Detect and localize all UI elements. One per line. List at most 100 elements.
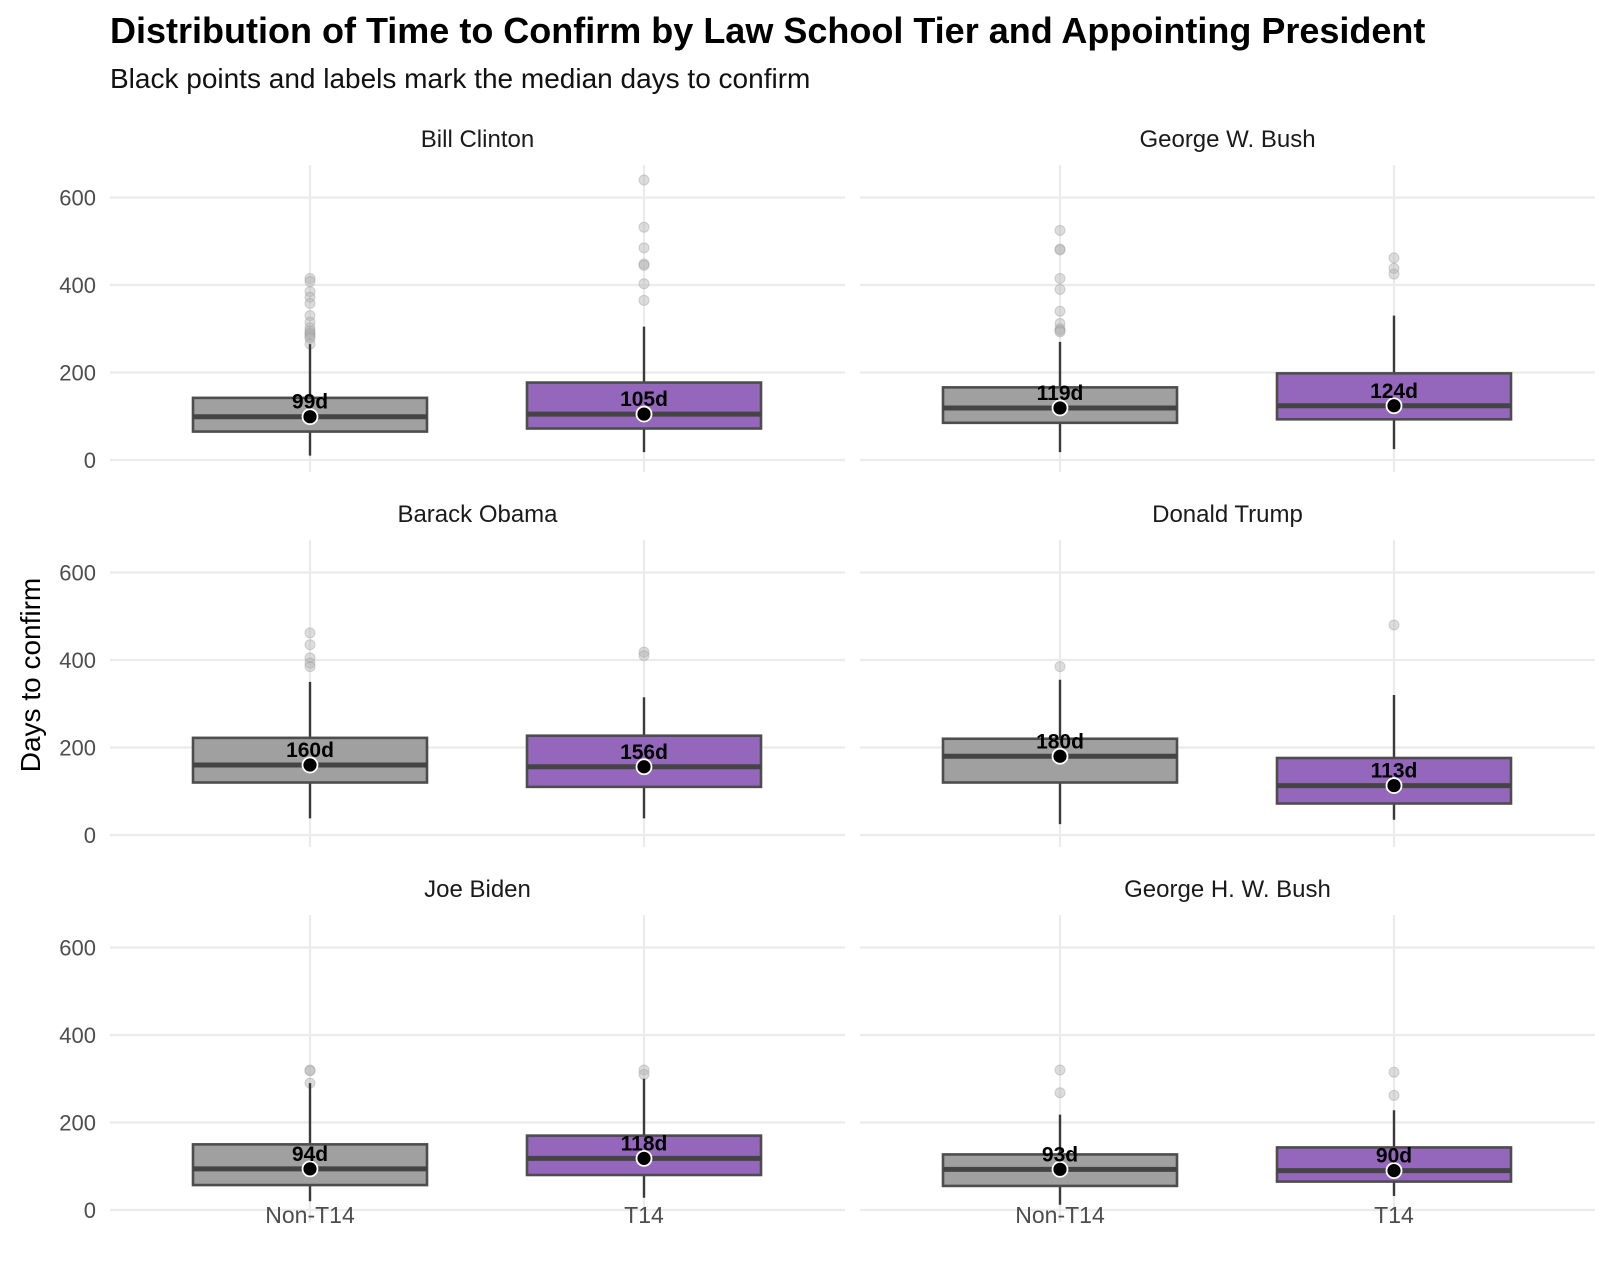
y-tick-label: 600 bbox=[59, 186, 96, 211]
outlier-point bbox=[638, 646, 650, 658]
x-tick-label: T14 bbox=[624, 1202, 664, 1228]
outlier-point bbox=[1388, 619, 1400, 631]
outlier-point bbox=[1054, 318, 1066, 329]
outlier-point bbox=[1388, 268, 1400, 280]
outlier-point bbox=[304, 332, 316, 344]
outlier-point bbox=[638, 294, 650, 306]
median-label: 119d bbox=[1037, 382, 1084, 405]
median-label: 94d bbox=[292, 1143, 328, 1166]
outlier-point bbox=[304, 276, 316, 287]
facet-panel: Bill Clinton 0 200 400 600 99d 105d bbox=[59, 126, 845, 473]
median-label: 118d bbox=[621, 1132, 668, 1155]
outlier-point bbox=[1388, 262, 1400, 274]
facet-strip-label: George H. W. Bush bbox=[1124, 876, 1331, 903]
outlier-point bbox=[304, 1064, 316, 1076]
median-point bbox=[1385, 777, 1403, 794]
outlier-point bbox=[304, 627, 316, 639]
outlier-point bbox=[304, 272, 316, 284]
outlier-point bbox=[1054, 326, 1066, 338]
outlier-point bbox=[304, 327, 316, 339]
median-point bbox=[1385, 397, 1403, 415]
median-label: 113d bbox=[1371, 760, 1418, 783]
outlier-point bbox=[304, 331, 316, 343]
y-tick-label: 400 bbox=[59, 273, 96, 298]
facet-strip-label: Donald Trump bbox=[1152, 501, 1303, 528]
outlier-point bbox=[1054, 244, 1066, 256]
facet-strip-label: Bill Clinton bbox=[421, 126, 534, 153]
outlier-point bbox=[1054, 1064, 1066, 1076]
median-point bbox=[301, 756, 319, 774]
outlier-point bbox=[304, 322, 316, 334]
outlier-point bbox=[304, 286, 316, 298]
outlier-point bbox=[638, 242, 650, 254]
x-tick-label: Non-T14 bbox=[265, 1202, 355, 1228]
median-label: 99d bbox=[292, 391, 328, 414]
y-tick-label: 0 bbox=[84, 823, 96, 848]
outlier-point bbox=[304, 310, 316, 322]
y-tick-label: 400 bbox=[59, 1023, 96, 1048]
median-label: 93d bbox=[1042, 1143, 1078, 1166]
median-point bbox=[301, 408, 319, 426]
facet-panel: Barack Obama 0 200 400 600 160d 156d bbox=[59, 501, 845, 848]
y-tick-label: 200 bbox=[59, 361, 96, 386]
outlier-point bbox=[638, 221, 650, 233]
median-label: 180d bbox=[1036, 730, 1084, 753]
outlier-point bbox=[1054, 243, 1066, 255]
median-point bbox=[301, 1160, 319, 1178]
outlier-point bbox=[304, 661, 316, 673]
median-point bbox=[635, 1149, 653, 1167]
outlier-point bbox=[1054, 283, 1066, 295]
median-point bbox=[635, 758, 653, 776]
median-label: 160d bbox=[286, 739, 334, 762]
outlier-point bbox=[304, 325, 316, 337]
outlier-point bbox=[1054, 325, 1066, 336]
outlier-point bbox=[304, 652, 316, 664]
facet-strip-label: George W. Bush bbox=[1139, 126, 1315, 153]
outlier-point bbox=[304, 297, 316, 309]
outlier-point bbox=[304, 328, 316, 340]
chart-subtitle: Black points and labels mark the median … bbox=[110, 63, 811, 94]
outlier-point bbox=[1388, 1089, 1400, 1101]
chart-title: Distribution of Time to Confirm by Law S… bbox=[110, 10, 1426, 51]
y-axis-label: Days to confirm bbox=[15, 578, 46, 773]
outlier-point bbox=[1388, 1066, 1400, 1078]
outlier-point bbox=[638, 278, 650, 290]
facet-strip-label: Barack Obama bbox=[397, 501, 558, 528]
median-point bbox=[635, 405, 653, 423]
median-point bbox=[1051, 1160, 1069, 1178]
median-label: 156d bbox=[620, 741, 668, 764]
y-tick-label: 200 bbox=[59, 736, 96, 761]
y-tick-label: 400 bbox=[59, 648, 96, 673]
outlier-point bbox=[1054, 305, 1066, 317]
facet-panel: Joe Biden 0 200 400 600 94d 118d Non-T14 T14 bbox=[59, 876, 845, 1228]
median-label: 105d bbox=[620, 388, 668, 411]
outlier-point bbox=[638, 258, 650, 270]
outlier-point bbox=[638, 1064, 650, 1076]
median-label: 90d bbox=[1376, 1145, 1412, 1168]
outlier-point bbox=[1054, 272, 1066, 284]
outlier-point bbox=[304, 639, 316, 651]
outlier-point bbox=[638, 259, 650, 271]
y-tick-label: 600 bbox=[59, 936, 96, 961]
facet-panel: Donald Trump 180d 113d bbox=[860, 501, 1595, 847]
outlier-point bbox=[1054, 661, 1066, 673]
facet-panel: George H. W. Bush 93d 90d Non-T14 T14 bbox=[860, 876, 1595, 1228]
outlier-point bbox=[1054, 224, 1066, 236]
y-tick-label: 0 bbox=[84, 448, 96, 473]
outlier-point bbox=[304, 657, 316, 669]
outlier-point bbox=[304, 1065, 316, 1077]
outlier-point bbox=[304, 291, 316, 303]
median-point bbox=[1051, 747, 1069, 765]
x-tick-label: T14 bbox=[1374, 1202, 1414, 1228]
outlier-point bbox=[638, 174, 650, 186]
outlier-point bbox=[1054, 323, 1066, 335]
outlier-point bbox=[1054, 1087, 1066, 1099]
outlier-point bbox=[638, 650, 650, 662]
y-tick-label: 200 bbox=[59, 1111, 96, 1136]
facet-panel: George W. Bush 119d 124d bbox=[860, 126, 1595, 472]
outlier-point bbox=[638, 1068, 650, 1080]
outlier-point bbox=[304, 316, 316, 328]
median-label: 124d bbox=[1370, 380, 1418, 403]
facet-strip-label: Joe Biden bbox=[424, 876, 531, 903]
